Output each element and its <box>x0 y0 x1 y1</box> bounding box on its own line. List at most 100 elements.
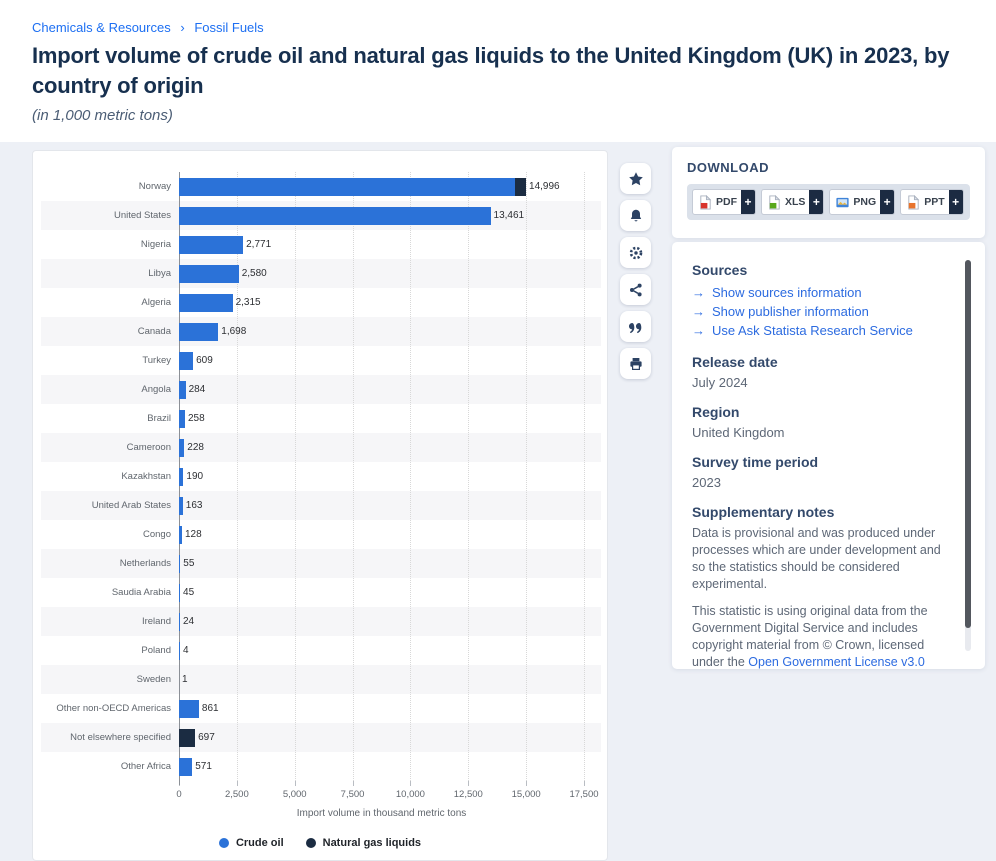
bar-zone: 190 <box>179 467 601 486</box>
chart-row: Turkey 609 <box>41 346 601 375</box>
bar-zone: 861 <box>179 699 601 718</box>
chart-row: Cameroon 228 <box>41 433 601 462</box>
bar-crude-oil <box>179 235 244 254</box>
chart-row: Norway 14,996 <box>41 172 601 201</box>
bar-crude-oil <box>179 699 199 718</box>
bar-crude-oil <box>179 467 184 486</box>
download-heading: DOWNLOAD <box>687 160 769 175</box>
chart-row: Not elsewhere specified 697 <box>41 723 601 752</box>
region-heading: Region <box>692 404 740 420</box>
bar-zone: 4 <box>179 641 601 660</box>
download-card: DOWNLOAD PDF + XLS + PNG + PPT + <box>672 147 985 238</box>
x-tick-label: 12,500 <box>453 789 483 800</box>
settings-button[interactable] <box>620 237 651 268</box>
bar-crude-oil <box>179 380 186 399</box>
axis-tick-mark <box>236 781 238 786</box>
row-stripe <box>41 491 601 520</box>
bar-crude-oil <box>179 496 183 515</box>
source-link-1[interactable]: Show publisher information <box>712 304 869 319</box>
supplementary-note-1: Data is provisional and was produced und… <box>692 526 941 591</box>
download-pdf-button[interactable]: PDF + <box>692 189 756 215</box>
notifications-button[interactable] <box>620 200 651 231</box>
breadcrumb-separator: › <box>180 20 185 35</box>
page-title: Import volume of crude oil and natural g… <box>32 43 950 98</box>
download-xls-button[interactable]: XLS + <box>761 189 825 215</box>
bell-icon <box>628 208 644 224</box>
x-axis-title: Import volume in thousand metric tons <box>296 808 467 819</box>
category-label: United Arab States <box>91 500 171 511</box>
download-png-button[interactable]: PNG + <box>829 189 896 215</box>
bar-natural-gas-liquids <box>515 177 527 196</box>
axis-tick-mark <box>294 781 296 786</box>
value-label: 609 <box>196 355 213 366</box>
share-icon <box>628 282 644 298</box>
chart-row: Libya 2,580 <box>41 259 601 288</box>
category-label: Algeria <box>141 297 171 308</box>
bar-crude-oil <box>179 525 182 544</box>
supplementary-note-2: This statistic is using original data fr… <box>692 603 943 669</box>
open-government-license-link[interactable]: Open Government License v3.0 <box>748 655 925 669</box>
breadcrumb-link-chemicals-resources[interactable]: Chemicals & Resources <box>32 20 171 35</box>
category-label: Nigeria <box>140 239 171 250</box>
row-stripe <box>41 723 601 752</box>
printer-icon <box>628 356 644 372</box>
bar-crude-oil <box>179 757 193 776</box>
legend-label: Natural gas liquids <box>322 837 422 849</box>
value-label: 1,698 <box>221 326 247 337</box>
release-date-heading: Release date <box>692 354 778 370</box>
gridline <box>410 172 412 785</box>
download-png-plus-button[interactable]: + <box>880 190 895 214</box>
ppt-file-icon <box>906 194 921 210</box>
download-ppt-label: PPT <box>924 196 945 208</box>
value-label: 128 <box>184 529 202 540</box>
gear-icon <box>628 245 644 261</box>
info-scrollbar-thumb[interactable] <box>965 260 971 628</box>
category-label: Congo <box>143 529 171 540</box>
row-stripe <box>41 433 601 462</box>
row-stripe <box>41 607 601 636</box>
value-label: 2,315 <box>235 297 261 308</box>
download-ppt-plus-button[interactable]: + <box>948 190 963 214</box>
release-date-value: July 2024 <box>692 375 748 390</box>
gridline <box>584 172 585 785</box>
bar-zone: 45 <box>179 583 601 602</box>
download-xls-label: XLS <box>785 196 806 208</box>
row-stripe <box>41 259 601 288</box>
breadcrumb-link-fossil-fuels[interactable]: Fossil Fuels <box>194 20 264 35</box>
legend-dot <box>305 838 316 848</box>
row-stripe <box>41 549 601 578</box>
source-link-2[interactable]: Use Ask Statista Research Service <box>712 323 913 338</box>
favorite-button[interactable] <box>620 163 651 194</box>
cite-button[interactable] <box>620 311 651 342</box>
legend-item[interactable]: Natural gas liquids <box>305 837 422 849</box>
chart-row: Poland 4 <box>41 636 601 665</box>
value-label: 13,461 <box>493 210 525 221</box>
chart-legend: Crude oil Natural gas liquids <box>33 837 607 849</box>
arrow-right-icon: → <box>692 323 705 338</box>
value-label: 55 <box>183 558 195 569</box>
x-tick-label: 7,500 <box>340 789 365 800</box>
print-button[interactable] <box>620 348 651 379</box>
source-link-row: → Use Ask Statista Research Service <box>692 321 943 340</box>
value-label: 163 <box>185 500 203 511</box>
source-link-0[interactable]: Show sources information <box>712 285 862 300</box>
xls-file-icon <box>767 194 782 210</box>
download-ppt-button[interactable]: PPT + <box>900 189 964 215</box>
source-link-row: → Show publisher information <box>692 302 943 321</box>
legend-item[interactable]: Crude oil <box>218 837 284 849</box>
category-label: Other non-OECD Americas <box>56 703 171 714</box>
chart-row: Congo 128 <box>41 520 601 549</box>
axis-tick-mark <box>410 781 412 786</box>
share-button[interactable] <box>620 274 651 305</box>
category-label: Libya <box>148 268 171 279</box>
download-pdf-plus-button[interactable]: + <box>741 190 755 214</box>
bar-zone: 571 <box>179 757 601 776</box>
chart-row: Sweden 1 <box>41 665 601 694</box>
bar-crude-oil <box>179 322 219 341</box>
bar-crude-oil <box>179 612 180 631</box>
category-label: Turkey <box>142 355 171 366</box>
category-label: Saudia Arabia <box>111 587 171 598</box>
chart-row: Nigeria 2,771 <box>41 230 601 259</box>
bar-zone: 697 <box>179 728 601 747</box>
download-xls-plus-button[interactable]: + <box>809 190 824 214</box>
